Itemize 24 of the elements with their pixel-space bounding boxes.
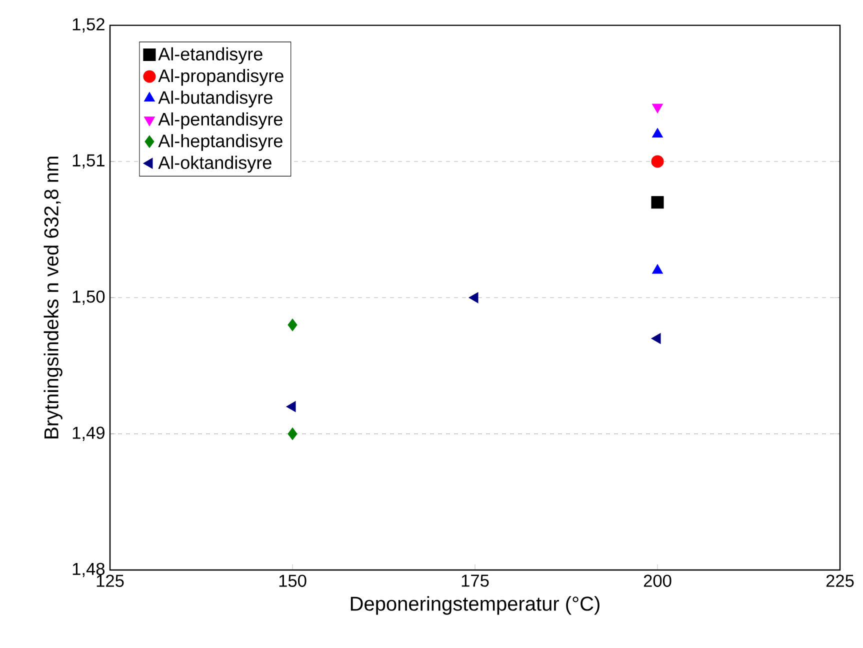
point [652,104,663,114]
y-tick-label: 1,51 [72,154,104,169]
point [288,318,298,332]
point [468,292,478,304]
y-tick-label: 1,50 [72,290,105,305]
x-tick-label: 175 [462,574,489,587]
point [651,196,664,209]
x-axis-title: Deponeringstemperatur (°C) [350,596,600,615]
x-tick-label: 150 [279,574,306,587]
point [286,401,296,412]
point [288,428,298,440]
legend-label: Al-butandisyre [158,90,272,108]
legend-label: Al-pentandisyre [158,112,282,130]
y-tick-label: 1,49 [72,426,104,441]
x-tick-label: 200 [644,574,672,587]
legend-label: Al-propandisyre [158,68,284,86]
x-tick-label: 225 [826,574,854,587]
point [651,155,664,168]
legend-label: Al-etandisyre [158,47,262,64]
y-axis-title: Brytningsindeks n ved 632,8 nm [44,156,62,438]
legend-label: Al-oktandisyre [158,156,272,173]
legend-label: Al-heptandisyre [158,134,282,151]
point [651,333,661,344]
y-tick-label: 1,52 [72,18,104,32]
